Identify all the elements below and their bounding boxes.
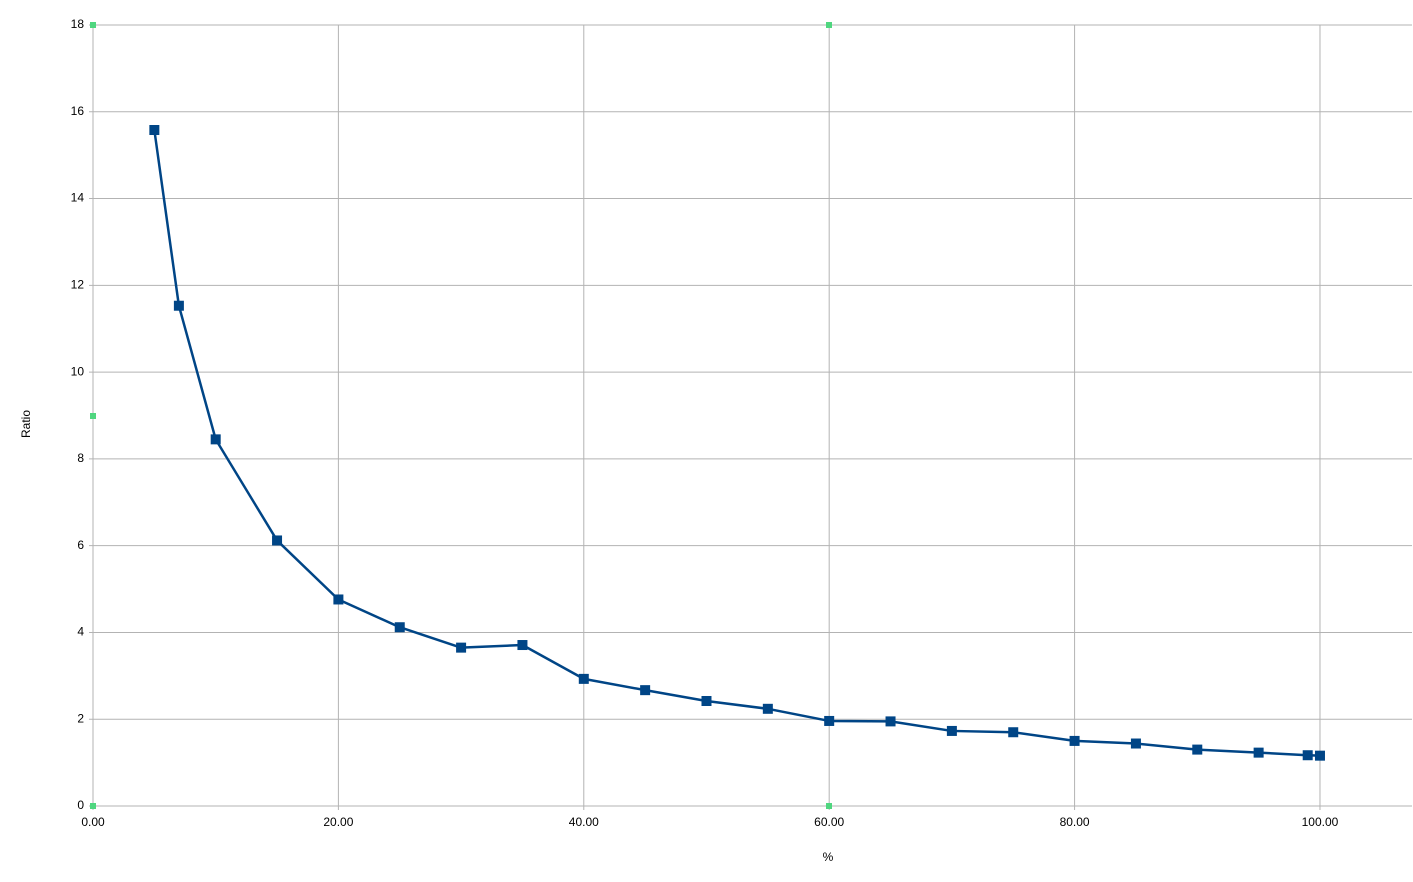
x-tick-label: 20.00 [323,815,353,829]
data-point [946,725,957,736]
data-point [885,716,896,727]
data-point [701,695,712,706]
data-point [762,703,773,714]
data-point [1069,735,1080,746]
y-tick-label: 10 [71,364,85,378]
y-tick-label: 14 [71,191,85,205]
data-point [149,125,160,136]
selection-handle [826,22,832,28]
x-tick-label: 40.00 [569,815,599,829]
data-point [578,673,589,684]
data-point [173,300,184,311]
data-point [333,594,344,605]
data-layer [149,125,1325,761]
y-tick-label: 16 [71,104,85,118]
data-point [272,535,283,546]
x-tick-label: 80.00 [1060,815,1090,829]
y-tick-label: 4 [77,625,84,639]
data-point [640,685,651,696]
data-point [1130,738,1141,749]
data-point [1192,744,1203,755]
selection-handles [90,22,832,809]
y-tick-label: 0 [77,798,84,812]
selection-handle [90,22,96,28]
data-point [456,642,467,653]
selection-handle [826,803,832,809]
y-tick-label: 6 [77,538,84,552]
x-tick-label: 0.00 [81,815,105,829]
y-tick-label: 2 [77,711,84,725]
x-axis-title: % [823,850,834,864]
series-line [153,129,1321,757]
y-axis-title: Ratio [19,410,33,438]
x-tick-label: 100.00 [1302,815,1339,829]
data-point [210,434,221,445]
y-tick-label: 18 [71,17,85,31]
data-point [1302,750,1313,761]
y-tick-label: 12 [71,278,85,292]
data-point [394,622,405,633]
data-point [824,715,835,726]
data-point [1314,750,1325,761]
data-point [1008,727,1019,738]
y-tick-label: 8 [77,451,84,465]
selection-handle [90,803,96,809]
x-tick-label: 60.00 [814,815,844,829]
selection-handle [90,413,96,419]
grid-layer: 0 2 4 6 8 10 12 14 16 18 0.00 20.00 40.00 60.00 80.00 1… [71,17,1412,829]
data-point [1253,747,1264,758]
data-point [517,640,528,651]
